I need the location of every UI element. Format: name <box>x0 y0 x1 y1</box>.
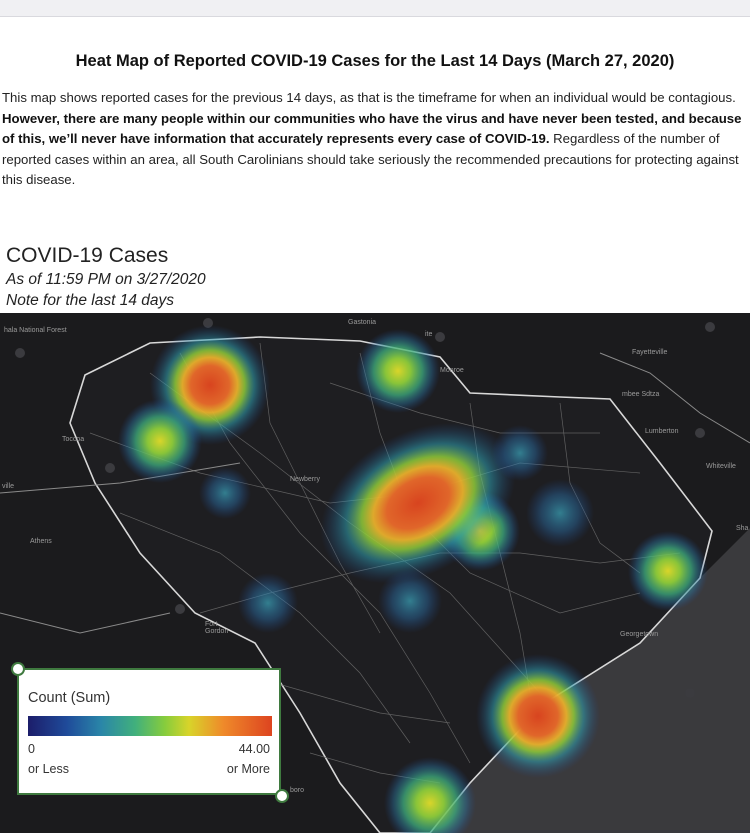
place-label: Georgetown <box>620 631 659 638</box>
place-label: Fort Gordon <box>205 621 229 635</box>
description-paragraph: This map shows reported cases for the pr… <box>2 88 746 191</box>
legend-resize-handle-bottom-right[interactable] <box>275 789 289 803</box>
heat-greenwood <box>199 467 251 519</box>
place-label: Fayetteville <box>632 349 668 356</box>
place-label: Athens <box>30 538 52 545</box>
heat-darlington <box>492 425 548 481</box>
legend-color-scale <box>28 716 272 736</box>
place-label: hala National Forest <box>4 327 67 334</box>
place-label: ite <box>425 331 433 338</box>
map-legend[interactable]: Count (Sum) 0 or Less 44.00 or More <box>17 668 281 795</box>
heat-york <box>356 329 440 413</box>
place-label: Newberry <box>290 476 320 483</box>
heat-charleston <box>476 654 600 778</box>
place-label: boro <box>290 787 305 794</box>
heat-anderson <box>118 399 202 483</box>
heat-columbia <box>320 422 516 584</box>
paragraph-intro: This map shows reported cases for the pr… <box>2 90 736 105</box>
paragraph-closing: Regardless of the number of reported cas… <box>2 131 739 187</box>
heat-layer <box>118 325 708 833</box>
heat-map[interactable]: hala National Forest Gastonia ite Monroe… <box>0 313 750 833</box>
page-title: Heat Map of Reported COVID-19 Cases for … <box>75 52 675 70</box>
place-label: Monroe <box>440 367 464 374</box>
place-label: ville <box>2 483 15 490</box>
legend-resize-handle-top-left[interactable] <box>11 662 25 676</box>
heat-florence <box>526 479 594 547</box>
place-label: Sha <box>736 525 749 532</box>
map-note: Note for the last 14 days <box>6 292 175 309</box>
legend-max-value: 44.00 <box>238 742 270 756</box>
map-title: COVID-19 Cases <box>6 244 169 267</box>
place-label: Whiteville <box>706 463 736 470</box>
legend-max-label: or More <box>226 762 270 776</box>
legend-title: Count (Sum) <box>28 690 111 706</box>
heat-orangeburg <box>378 569 442 633</box>
heat-myrtle-beach <box>628 531 708 611</box>
place-label: mbee Sdtza <box>622 391 660 398</box>
legend-min-label: or Less <box>28 762 69 776</box>
map-timestamp: As of 11:59 PM on 3/27/2020 <box>6 271 206 288</box>
highways <box>0 352 750 634</box>
heat-map-canvas <box>0 318 750 833</box>
place-label: Lumberton <box>645 428 679 435</box>
place-label: Toccoa <box>62 436 85 443</box>
window-top-bar <box>0 0 750 17</box>
heat-beaufort <box>384 757 476 833</box>
place-label: Gastonia <box>348 319 377 326</box>
heat-aiken <box>238 573 298 633</box>
map-header: COVID-19 Cases As of 11:59 PM on 3/27/20… <box>6 243 206 311</box>
legend-min-value: 0 <box>28 742 35 756</box>
paragraph-emphasis: However, there are many people within ou… <box>2 110 742 147</box>
